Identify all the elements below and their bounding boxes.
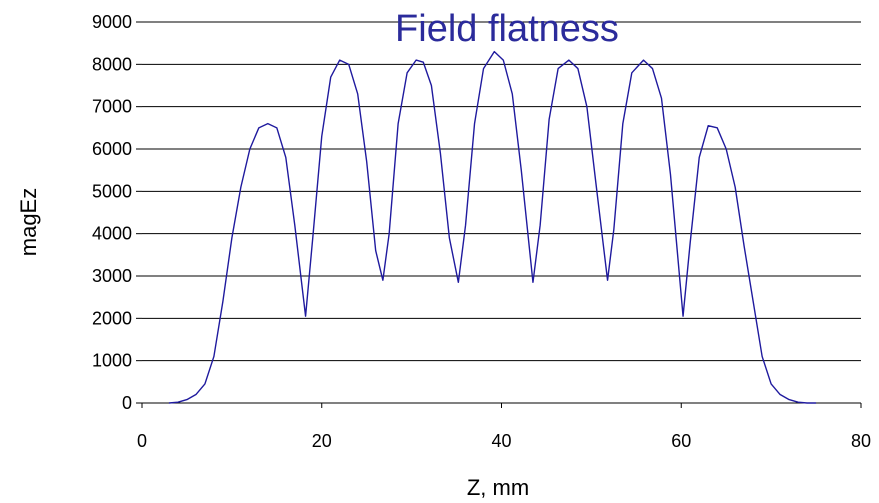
x-tick-label: 0 [137, 431, 147, 451]
y-tick-label: 3000 [92, 266, 132, 286]
y-axis-title: magEz [16, 188, 41, 256]
x-axis-title: Z, mm [467, 475, 529, 500]
x-tick-label: 60 [671, 431, 691, 451]
y-tick-label: 6000 [92, 139, 132, 159]
series-layer [168, 50, 817, 404]
x-tick-label: 40 [491, 431, 511, 451]
y-tick-label: 1000 [92, 351, 132, 371]
y-tick-label: 8000 [92, 54, 132, 74]
x-tick-label: 80 [851, 431, 871, 451]
y-tick-label: 4000 [92, 224, 132, 244]
gridlines [142, 21, 861, 362]
series-line-magEz [168, 50, 817, 404]
y-tick-label: 9000 [92, 12, 132, 32]
x-tick-label: 20 [312, 431, 332, 451]
tick-labels: 0 1000 2000 3000 4000 5000 6000 7000 8000 9000 0 20… [92, 12, 871, 451]
y-tick-label: 7000 [92, 97, 132, 117]
axes [136, 21, 862, 408]
y-tick-label: 0 [122, 393, 132, 413]
y-tick-label: 2000 [92, 308, 132, 328]
chart-title: Field flatness [395, 8, 619, 50]
y-tick-label: 5000 [92, 181, 132, 201]
